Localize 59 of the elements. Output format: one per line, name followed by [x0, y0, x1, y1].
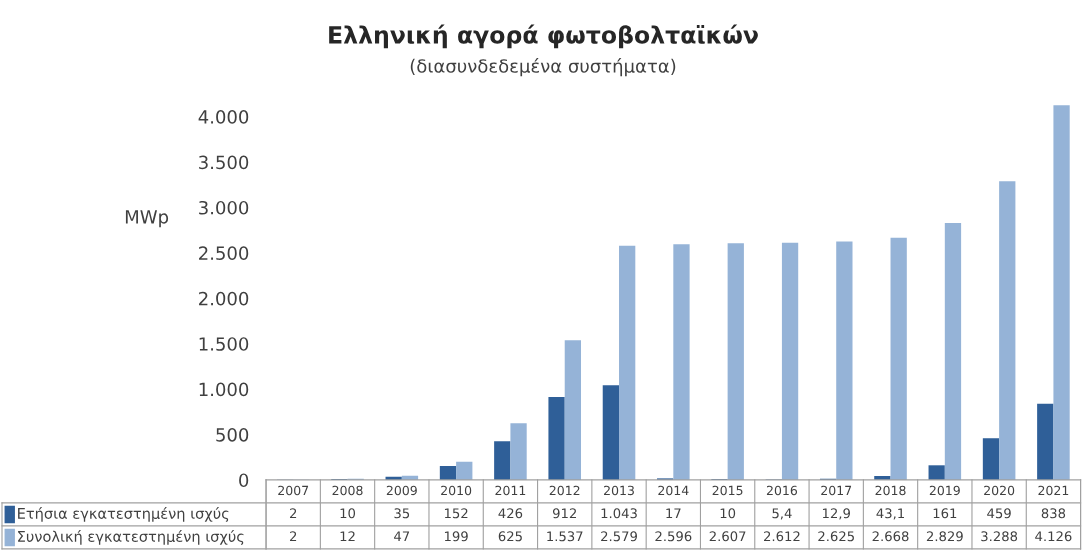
- chart-subtitle: (διασυνδεδεμένα συστήματα): [410, 58, 676, 77]
- data-label: 12: [340, 531, 355, 542]
- data-label: 199: [444, 531, 468, 542]
- data-label: 2: [289, 531, 297, 542]
- chart-title: Ελληνική αγορά φωτοβολταϊκών: [329, 24, 758, 49]
- x-tick-label: 2016: [766, 485, 798, 496]
- data-label: 17: [666, 508, 681, 519]
- y-tick-label: 3.500: [199, 155, 249, 170]
- data-label: 12,9: [822, 508, 850, 520]
- data-label: 2.612: [764, 531, 800, 542]
- x-tick-label: 2018: [875, 485, 906, 496]
- y-tick-label: 1.500: [199, 337, 249, 351]
- data-label: 3.288: [981, 531, 1018, 542]
- data-label: 625: [498, 531, 522, 542]
- x-tick-label: 2014: [658, 485, 689, 496]
- data-label: 2: [289, 508, 297, 519]
- y-tick-label: 3.000: [199, 200, 249, 215]
- data-label: 1.043: [601, 508, 637, 519]
- data-label: 2.579: [601, 531, 637, 542]
- data-label: 161: [933, 508, 957, 519]
- y-tick-label: 2.500: [199, 246, 249, 260]
- data-label: 2.596: [655, 531, 692, 542]
- x-tick-label: 2021: [1038, 485, 1069, 496]
- y-tick-label: 0: [239, 473, 249, 488]
- data-label: 152: [444, 508, 468, 519]
- data-label: 912: [552, 508, 576, 519]
- legend-label: Ετήσια εγκατεστημένη ισχύς: [18, 507, 229, 522]
- data-label: 35: [394, 508, 410, 519]
- data-label: 5,4: [772, 508, 792, 520]
- x-tick-label: 2010: [441, 485, 472, 496]
- x-tick-label: 2015: [712, 485, 743, 496]
- data-label: 838: [1041, 508, 1066, 519]
- x-tick-label: 2020: [984, 485, 1015, 496]
- y-tick-label: 500: [216, 427, 249, 442]
- data-label: 1.537: [547, 531, 583, 542]
- data-label: 426: [498, 508, 523, 519]
- data-label: 47: [394, 531, 410, 542]
- data-label: 43,1: [876, 508, 904, 520]
- data-label: 2.829: [926, 531, 963, 542]
- data-label: 2.668: [872, 531, 909, 542]
- data-label: 2.625: [818, 531, 854, 542]
- data-label: 10: [340, 508, 356, 519]
- y-tick-label: 4.000: [198, 110, 249, 124]
- y-tick-label: 1.000: [199, 382, 249, 397]
- data-label: 4.126: [1035, 531, 1072, 542]
- legend-label: Συνολική εγκατεστημένη ισχύς: [18, 530, 244, 545]
- x-tick-label: 2007: [278, 485, 309, 496]
- data-label: 459: [987, 508, 1011, 519]
- x-tick-label: 2019: [929, 485, 960, 496]
- x-tick-label: 2013: [604, 485, 634, 496]
- y-tick-label: 2.000: [199, 291, 249, 306]
- data-label: 2.607: [709, 531, 746, 542]
- x-tick-label: 2012: [549, 485, 580, 496]
- x-tick-label: 2017: [821, 485, 852, 496]
- data-label: 10: [720, 508, 736, 519]
- x-tick-label: 2009: [386, 485, 417, 496]
- y-axis-title: MWp: [125, 210, 169, 228]
- x-tick-label: 2008: [332, 485, 363, 496]
- x-tick-label: 2011: [495, 485, 526, 496]
